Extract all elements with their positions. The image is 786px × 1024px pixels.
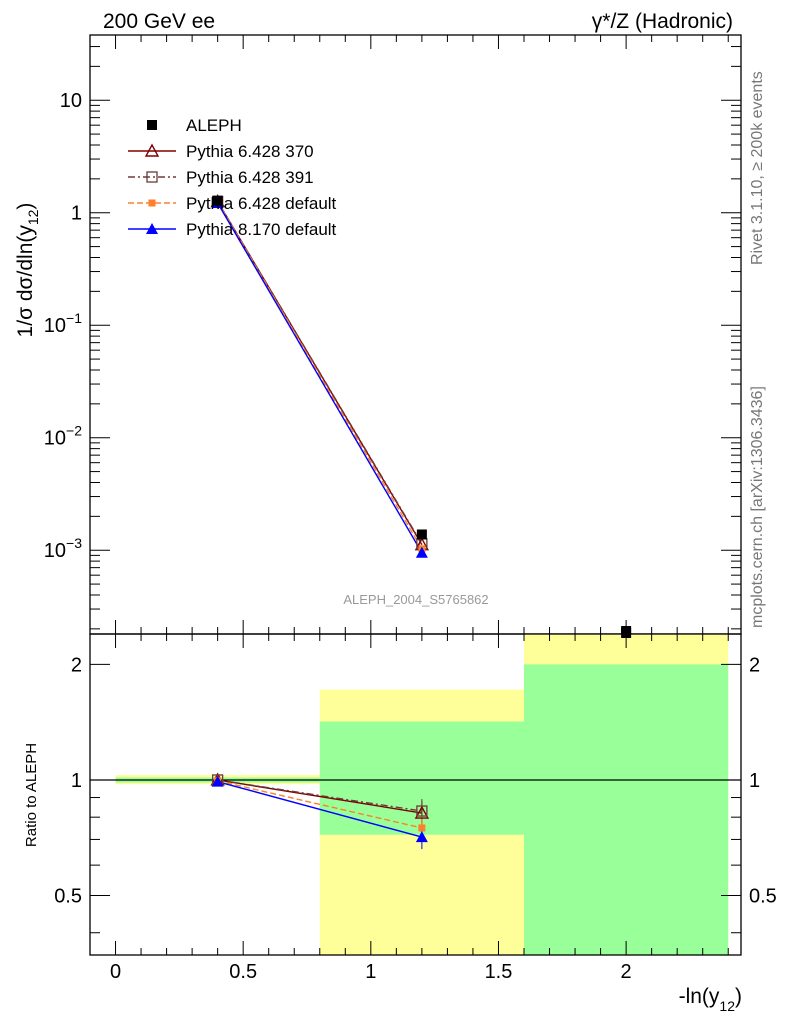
x-tick-label: 1.5 (485, 961, 513, 983)
ratio-y-tick-label-right: 1 (749, 770, 760, 792)
analysis-id-label: ALEPH_2004_S5765862 (343, 592, 488, 607)
legend-marker-p370 (144, 143, 160, 157)
ratio-point-p6def (418, 824, 426, 832)
rivet-version-label: Rivet 3.1.10, ≥ 200k events (749, 71, 766, 265)
legend-label-p370: Pythia 6.428 370 (186, 142, 314, 161)
y-tick-label: 1 (71, 203, 82, 225)
ratio-y-tick-label: 1 (71, 770, 82, 792)
y-tick-label: 10 (60, 90, 82, 112)
ratio-plot-area: 0 0.5 1 1.5 2 0.5 0.5 1 1 2 2 (54, 628, 777, 983)
y-tick-label: 10−2 (44, 423, 82, 450)
ratio-line-p8def (217, 780, 423, 838)
legend-label-p8def: Pythia 8.170 default (186, 220, 337, 239)
ratio-frame (89, 633, 742, 956)
ratio-y-tick-label: 2 (71, 654, 82, 676)
mcplots-label: mcplots.cern.ch [arXiv:1306.3436] (749, 386, 766, 628)
ratio-band-green-2 (524, 664, 729, 955)
main-ylabel: 1/σ dσ/dln(y12) (14, 203, 41, 338)
header-left-label: 200 GeV ee (103, 10, 215, 33)
legend-marker-data (147, 120, 157, 130)
y-tick-label: 10−1 (44, 310, 82, 337)
ratio-y-tick-label-right: 2 (749, 654, 760, 676)
legend-marker-p8def (146, 223, 158, 234)
legend-label-p6def: Pythia 6.428 default (186, 194, 337, 213)
legend-label-p391: Pythia 6.428 391 (186, 168, 314, 187)
ratio-point-p391 (416, 805, 428, 817)
ratio-point-p370 (414, 805, 430, 819)
x-tick-label: 2 (621, 961, 632, 983)
ratio-xlabel: -ln(y12) (679, 985, 742, 1014)
x-tick-label: 1 (365, 961, 376, 983)
ratio-line-p391 (217, 779, 422, 812)
ratio-y-tick-label: 0.5 (54, 886, 82, 908)
legend-label-data: ALEPH (186, 116, 242, 135)
header-right-label: γ*/Z (Hadronic) (592, 10, 733, 33)
legend-marker-p6def (148, 199, 156, 207)
y-tick-label: 10−3 (44, 535, 82, 562)
ratio-data-point (621, 628, 632, 638)
series-line-p8def (217, 202, 423, 554)
ratio-ylabel: Ratio to ALEPH (23, 743, 40, 847)
aleph-data-point (416, 529, 427, 540)
x-tick-label: 0 (110, 961, 121, 983)
series-line-p6def (217, 201, 423, 550)
series-point-p8def (415, 546, 428, 558)
legend-marker-p391 (146, 171, 158, 183)
x-tick-label: 0.5 (229, 961, 257, 983)
ratio-point-p8def (211, 775, 224, 787)
ratio-point-p8def (415, 831, 428, 843)
legend: ALEPH Pythia 6.428 370 Pythia 6.428 391 Pyt… (128, 116, 337, 239)
ratio-line-p6def (217, 780, 423, 829)
aleph-data-point (212, 195, 223, 206)
ratio-y-tick-label-right: 0.5 (749, 886, 777, 908)
